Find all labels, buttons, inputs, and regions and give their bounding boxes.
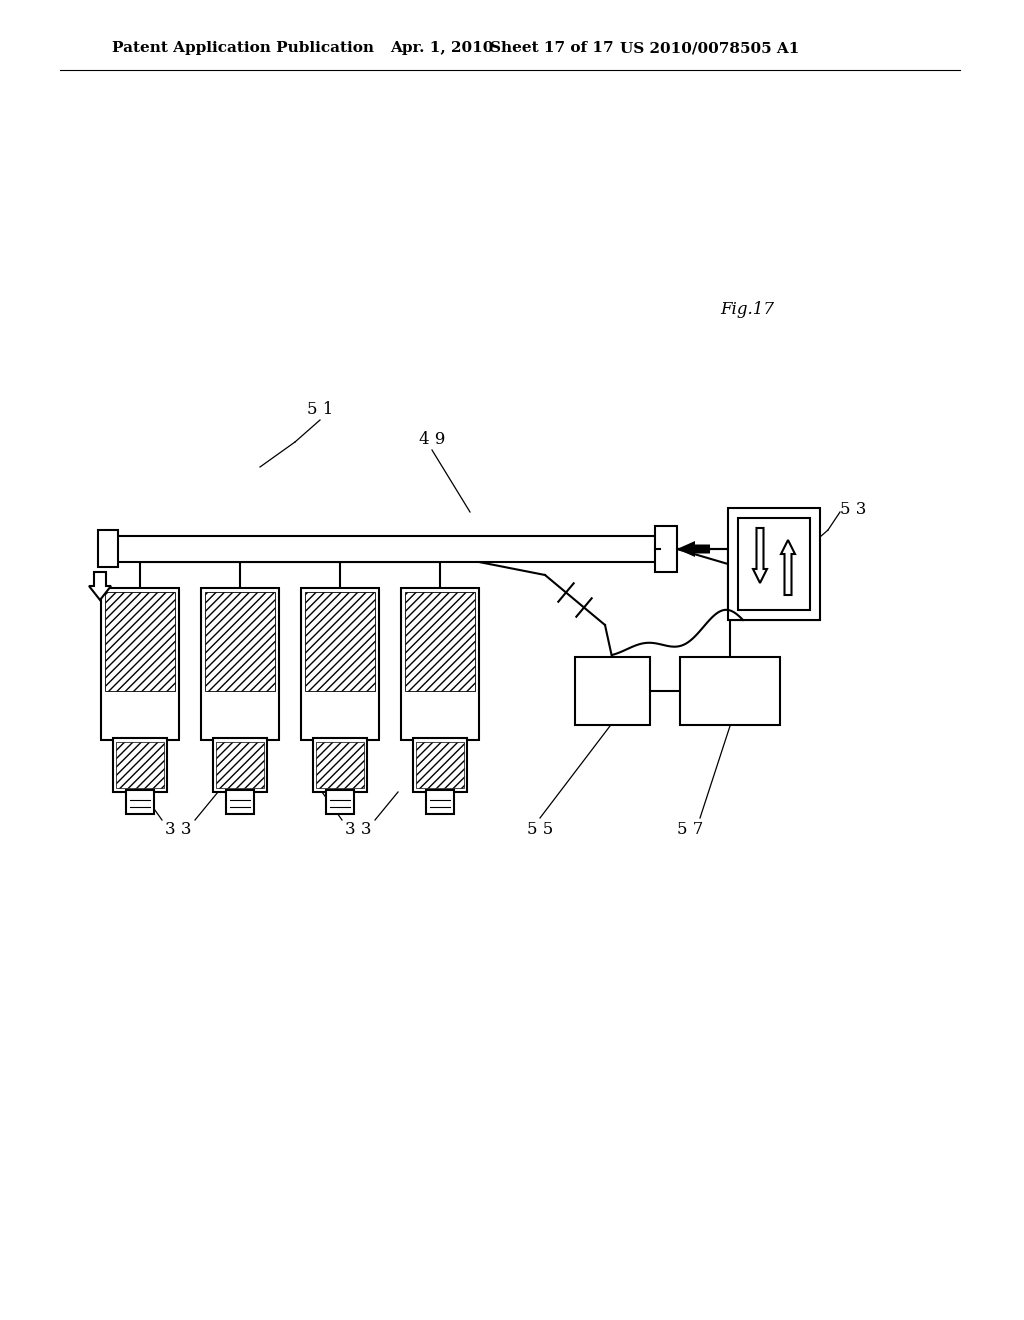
Text: Fig.17: Fig.17 [720,301,774,318]
Bar [213,738,267,792]
Bar [680,657,780,725]
Bar [101,587,179,741]
Bar [98,531,118,568]
FancyArrow shape [781,540,795,595]
Bar [201,587,279,741]
Text: 5 3: 5 3 [840,502,866,519]
Bar [105,591,175,690]
Bar [116,742,164,788]
Bar [305,591,375,690]
Bar [655,525,677,572]
FancyArrow shape [677,541,710,557]
Bar [728,508,820,620]
FancyArrow shape [753,528,767,583]
Text: 4 9: 4 9 [419,432,445,449]
Text: 5 5: 5 5 [527,821,553,838]
Bar [115,536,660,562]
Bar [575,657,650,725]
Bar [401,587,479,741]
Text: 3 3: 3 3 [345,821,372,838]
Text: US 2010/0078505 A1: US 2010/0078505 A1 [620,41,800,55]
Bar [113,738,167,792]
Text: Patent Application Publication: Patent Application Publication [112,41,374,55]
Text: 3 3: 3 3 [165,821,191,838]
Bar [413,738,467,792]
Bar [416,742,464,788]
Bar [226,789,254,814]
Bar [426,789,454,814]
Bar [326,789,354,814]
FancyArrow shape [89,572,111,601]
Bar [126,789,154,814]
Bar [738,517,810,610]
Bar [316,742,364,788]
Bar [301,587,379,741]
Bar [406,591,475,690]
Bar [216,742,264,788]
Bar [313,738,367,792]
Text: 5 7: 5 7 [677,821,703,838]
Text: Apr. 1, 2010: Apr. 1, 2010 [390,41,494,55]
Bar [205,591,275,690]
Text: 5 1: 5 1 [307,401,333,418]
Text: Sheet 17 of 17: Sheet 17 of 17 [490,41,613,55]
